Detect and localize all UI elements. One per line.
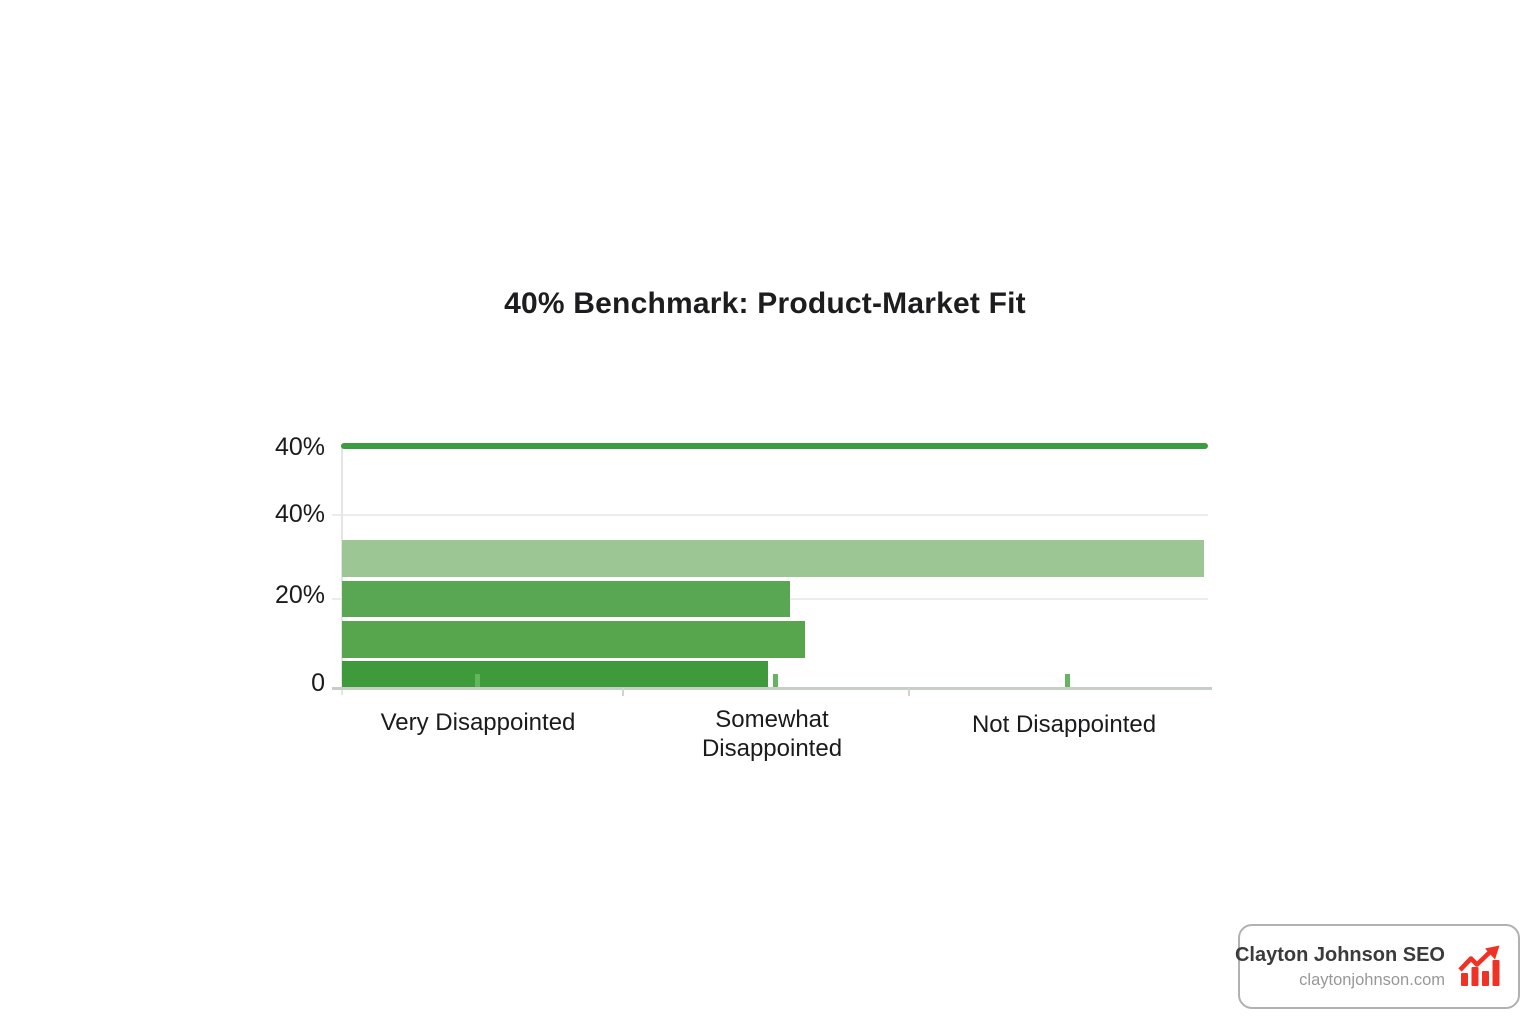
trending-up-bar-chart-icon	[1458, 945, 1500, 986]
axis-minor-tick	[622, 688, 624, 696]
category-tick	[1065, 674, 1070, 687]
x-axis-line	[332, 687, 1212, 690]
benchmark-line	[341, 443, 1208, 449]
attribution-badge: Clayton Johnson SEO claytonjohnson.com	[1235, 924, 1520, 1009]
y-tick-label-40: 40%	[274, 500, 325, 528]
x-category-label-somewhat-disappointed: Somewhat Disappointed	[701, 706, 843, 762]
plot-area	[332, 443, 1212, 696]
chart-bar	[342, 581, 791, 617]
category-tick	[475, 674, 480, 687]
gridline-40	[332, 514, 1208, 516]
axis-minor-tick	[908, 688, 910, 696]
chart-title: 40% Benchmark: Product-Market Fit	[504, 287, 1026, 320]
attribution-text: Clayton Johnson SEO claytonjohnson.com	[1235, 944, 1445, 990]
chart-bar	[342, 661, 768, 687]
y-tick-label-benchmark: 40%	[274, 433, 325, 461]
x-category-label-very-disappointed: Very Disappointed	[380, 709, 576, 736]
attribution-url: claytonjohnson.com	[1299, 970, 1445, 989]
chart-bar	[342, 621, 805, 658]
category-tick	[773, 674, 778, 687]
x-category-label-not-disappointed: Not Disappointed	[971, 711, 1157, 738]
attribution-name: Clayton Johnson SEO	[1234, 943, 1445, 966]
y-tick-label-20: 20%	[274, 581, 325, 609]
y-tick-label-0: 0	[311, 669, 325, 697]
chart-bar	[342, 540, 1204, 577]
